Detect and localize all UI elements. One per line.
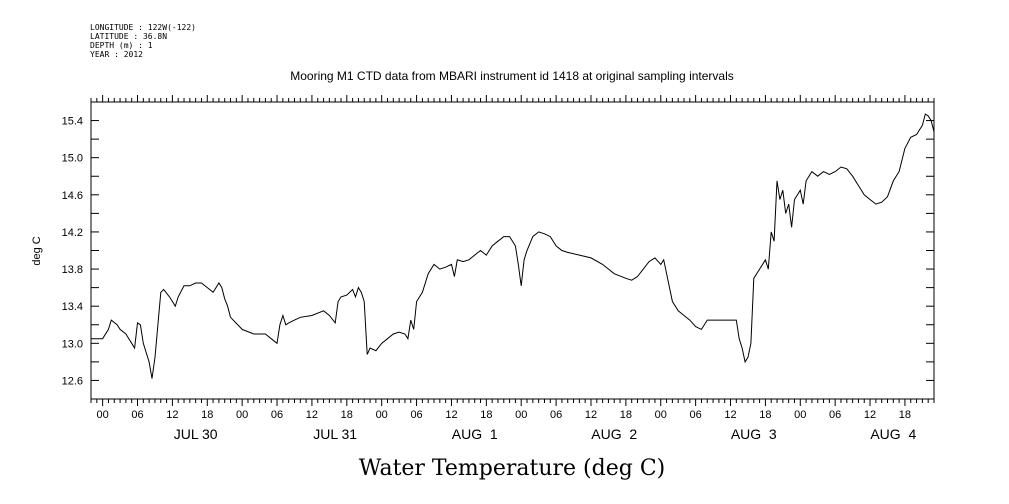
temperature-line	[91, 113, 935, 379]
y-tick-label: 14.6	[62, 190, 83, 202]
x-tick-label: 18	[620, 409, 632, 421]
day-label: JUL 31	[313, 426, 357, 442]
x-tick-label: 00	[376, 409, 388, 421]
y-tick-label: 14.2	[62, 227, 83, 239]
x-tick-label: 12	[585, 409, 597, 421]
x-tick-label: 18	[899, 409, 911, 421]
x-tick-label: 18	[480, 409, 492, 421]
year-label: YEAR : 2012	[90, 50, 143, 59]
x-tick-label: 06	[410, 409, 422, 421]
axis-ticks	[90, 95, 935, 406]
y-tick-labels: 12.6 13.0 13.4 13.8 14.2 14.6 15.0 15.4	[62, 116, 83, 388]
x-tick-label: 00	[794, 409, 806, 421]
y-tick-label: 13.4	[62, 301, 83, 313]
depth-label: DEPTH (m) : 1	[90, 41, 153, 50]
x-tick-label: 18	[341, 409, 353, 421]
x-tick-label: 06	[131, 409, 143, 421]
x-tick-label: 18	[759, 409, 771, 421]
latitude-label: LATITUDE : 36.8N	[90, 32, 167, 41]
x-tick-label: 06	[271, 409, 283, 421]
y-tick-label: 13.8	[62, 264, 83, 276]
plot-frame	[90, 101, 935, 400]
y-tick-label: 15.0	[62, 153, 83, 165]
y-tick-label: 12.6	[62, 375, 83, 387]
x-tick-label: 12	[445, 409, 457, 421]
x-tick-label: 00	[97, 409, 109, 421]
x-tick-label: 06	[550, 409, 562, 421]
day-label: AUG 2	[591, 426, 637, 442]
day-label: AUG 3	[731, 426, 777, 442]
day-label: AUG 4	[870, 426, 916, 442]
y-tick-label: 13.0	[62, 338, 83, 350]
x-tick-label: 00	[236, 409, 248, 421]
y-axis-label: deg C	[31, 236, 43, 265]
day-labels: JUL 30 JUL 31 AUG 1 AUG 2 AUG 3 AUG 4	[174, 426, 917, 442]
y-tick-label: 15.4	[62, 116, 83, 128]
x-tick-label: 18	[201, 409, 213, 421]
x-tick-label: 00	[655, 409, 667, 421]
metadata-block: LONGITUDE : 122W(-122) LATITUDE : 36.8N …	[90, 23, 196, 59]
longitude-label: LONGITUDE : 122W(-122)	[90, 23, 196, 32]
x-tick-label: 12	[724, 409, 736, 421]
day-label: AUG 1	[452, 426, 498, 442]
x-tick-label: 00	[515, 409, 527, 421]
x-tick-label: 12	[306, 409, 318, 421]
x-tick-label: 06	[829, 409, 841, 421]
x-tick-labels: 00 06 12 18 00 06 12 18 00 06 12 18 00 06 12 18 00 06 12 18…	[97, 409, 912, 421]
chart-title: Mooring M1 CTD data from MBARI instrumen…	[290, 69, 734, 83]
x-tick-label: 12	[166, 409, 178, 421]
day-label: JUL 30	[174, 426, 218, 442]
x-axis-label: Water Temperature (deg C)	[359, 456, 666, 481]
x-tick-label: 12	[864, 409, 876, 421]
x-tick-label: 06	[690, 409, 702, 421]
